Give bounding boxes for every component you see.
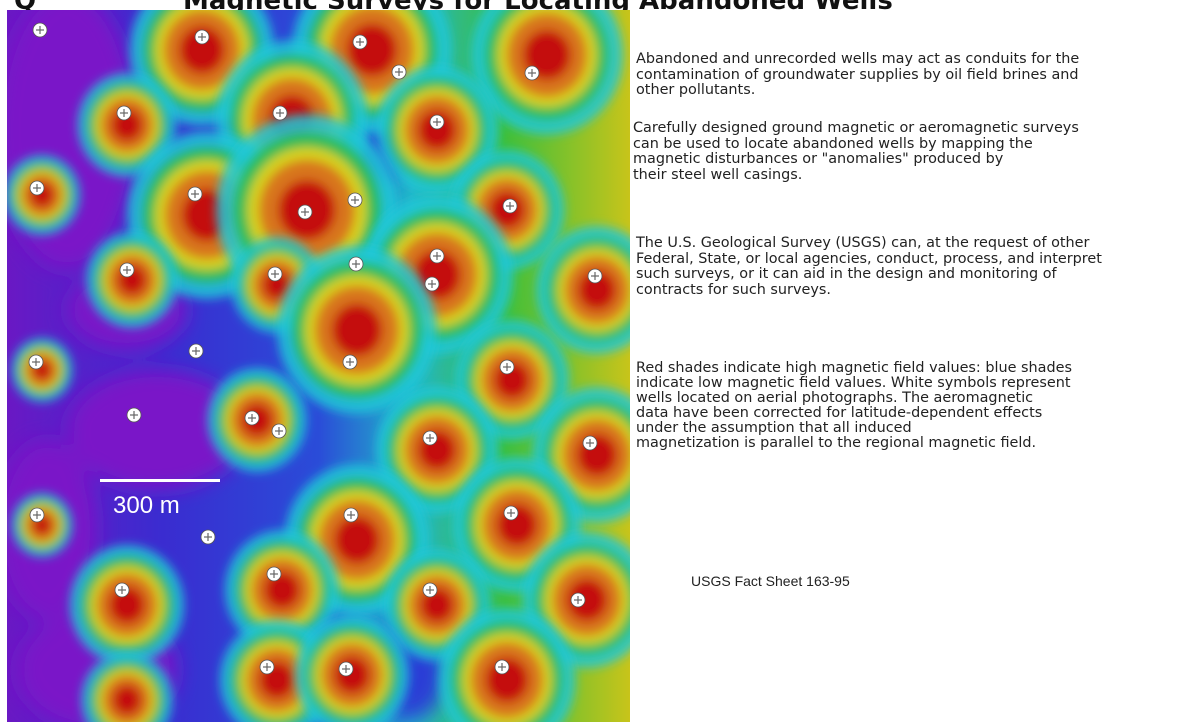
page-title: Q Magnetic Surveys for Locating Abandone…: [0, 0, 1204, 10]
well-symbol-icon[interactable]: [272, 105, 288, 121]
paragraph-survey-design: Carefully designed ground magnetic or ae…: [633, 120, 1193, 183]
magnetic-anomaly-map[interactable]: 300 m: [7, 10, 630, 722]
scale-bar: [100, 479, 220, 482]
anomaly-contour: [577, 269, 617, 311]
well-symbol-icon[interactable]: [348, 256, 364, 272]
magnetic-anomaly: [277, 246, 437, 414]
well-symbol-icon[interactable]: [29, 507, 45, 523]
well-symbol-icon[interactable]: [582, 435, 598, 451]
well-symbol-icon[interactable]: [28, 354, 44, 370]
text-line: their steel well casings.: [633, 166, 803, 183]
well-symbol-icon[interactable]: [524, 65, 540, 81]
text-line: wells located on aerial photographs. The…: [636, 390, 1034, 406]
scale-bar-label: 300 m: [113, 492, 180, 519]
well-symbol-icon[interactable]: [499, 359, 515, 375]
paragraph-usgs-services: The U.S. Geological Survey (USGS) can, a…: [636, 235, 1201, 298]
text-line: can be used to locate abandoned wells by…: [633, 135, 1033, 152]
well-symbol-icon[interactable]: [119, 262, 135, 278]
well-symbol-icon[interactable]: [259, 659, 275, 675]
well-symbol-icon[interactable]: [267, 266, 283, 282]
anomaly-contour: [331, 303, 383, 357]
well-symbol-icon[interactable]: [347, 192, 363, 208]
well-symbol-icon[interactable]: [422, 430, 438, 446]
anomaly-contour: [112, 684, 142, 716]
well-symbol-icon[interactable]: [188, 343, 204, 359]
well-symbol-icon[interactable]: [187, 186, 203, 202]
text-line: contamination of groundwater supplies by…: [636, 66, 1079, 83]
paragraph-map-legend: Red shades indicate high magnetic field …: [636, 361, 1201, 451]
paragraph-abandoned-wells: Abandoned and unrecorded wells may act a…: [636, 51, 1196, 99]
source-citation: USGS Fact Sheet 163-95: [691, 573, 850, 589]
well-symbol-icon[interactable]: [244, 410, 260, 426]
well-symbol-icon[interactable]: [391, 64, 407, 80]
well-symbol-icon[interactable]: [502, 198, 518, 214]
well-symbol-icon[interactable]: [32, 22, 48, 38]
magnetic-anomaly: [70, 545, 184, 665]
anomaly-contour: [417, 109, 457, 151]
well-symbol-icon[interactable]: [422, 582, 438, 598]
anomaly-contour: [576, 433, 618, 477]
magnetic-anomaly: [11, 338, 73, 402]
magnetic-anomaly: [536, 226, 630, 354]
text-line: Abandoned and unrecorded wells may act a…: [636, 51, 1080, 67]
magnetic-anomaly: [7, 155, 80, 235]
text-line: magnetic disturbances or "anomalies" pro…: [633, 151, 1004, 167]
anomaly-contour: [179, 26, 225, 74]
well-symbol-icon[interactable]: [429, 114, 445, 130]
magnetic-anomaly: [383, 549, 491, 661]
well-symbol-icon[interactable]: [503, 505, 519, 521]
magnetic-anomaly: [81, 652, 173, 722]
anomaly-contour: [334, 656, 370, 694]
well-symbol-icon[interactable]: [338, 661, 354, 677]
text-line: The U.S. Geological Survey (USGS) can, a…: [636, 235, 1090, 251]
well-symbol-icon[interactable]: [570, 592, 586, 608]
text-line: contracts for such surveys.: [636, 281, 831, 298]
well-symbol-icon[interactable]: [587, 268, 603, 284]
well-symbol-icon[interactable]: [271, 423, 287, 439]
text-line: indicate low magnetic field values. Whit…: [636, 375, 1071, 391]
low-field-zone: [67, 370, 247, 490]
text-line: Red shades indicate high magnetic field …: [636, 360, 1072, 376]
anomaly-contour: [346, 23, 398, 77]
text-line: other pollutants.: [636, 82, 756, 98]
well-symbol-icon[interactable]: [352, 34, 368, 50]
well-symbol-icon[interactable]: [29, 180, 45, 196]
well-symbol-icon[interactable]: [342, 354, 358, 370]
title-prefix: Q: [14, 0, 36, 10]
well-symbol-icon[interactable]: [116, 105, 132, 121]
anomaly-contour: [334, 516, 380, 564]
text-line: under the assumption that all induced: [636, 420, 912, 436]
well-symbol-icon[interactable]: [266, 566, 282, 582]
text-line: data have been corrected for latitude-de…: [636, 405, 1043, 421]
magnetic-anomaly: [11, 493, 73, 557]
magnetic-anomaly: [455, 320, 569, 440]
magnetic-anomaly: [376, 66, 498, 194]
magnetic-anomaly: [86, 232, 178, 328]
text-line: Carefully designed ground magnetic or ae…: [633, 120, 1079, 136]
well-symbol-icon[interactable]: [429, 248, 445, 264]
text-line: such surveys, or it can aid in the desig…: [636, 266, 1057, 282]
magnetic-anomaly: [471, 10, 623, 135]
well-symbol-icon[interactable]: [200, 529, 216, 545]
well-symbol-icon[interactable]: [114, 582, 130, 598]
text-line: Federal, State, or local agencies, condu…: [636, 250, 1102, 267]
text-line: magnetization is parallel to the regiona…: [636, 435, 1037, 451]
anomaly-contour: [566, 578, 608, 622]
title-text: Magnetic Surveys for Locating Abandoned …: [183, 0, 893, 10]
well-symbol-icon[interactable]: [343, 507, 359, 523]
well-symbol-icon[interactable]: [297, 204, 313, 220]
well-symbol-icon[interactable]: [194, 29, 210, 45]
well-symbol-icon[interactable]: [424, 276, 440, 292]
well-symbol-icon[interactable]: [126, 407, 142, 423]
map-canvas: [7, 10, 630, 722]
well-symbol-icon[interactable]: [494, 659, 510, 675]
magnetic-anomaly: [225, 530, 339, 650]
